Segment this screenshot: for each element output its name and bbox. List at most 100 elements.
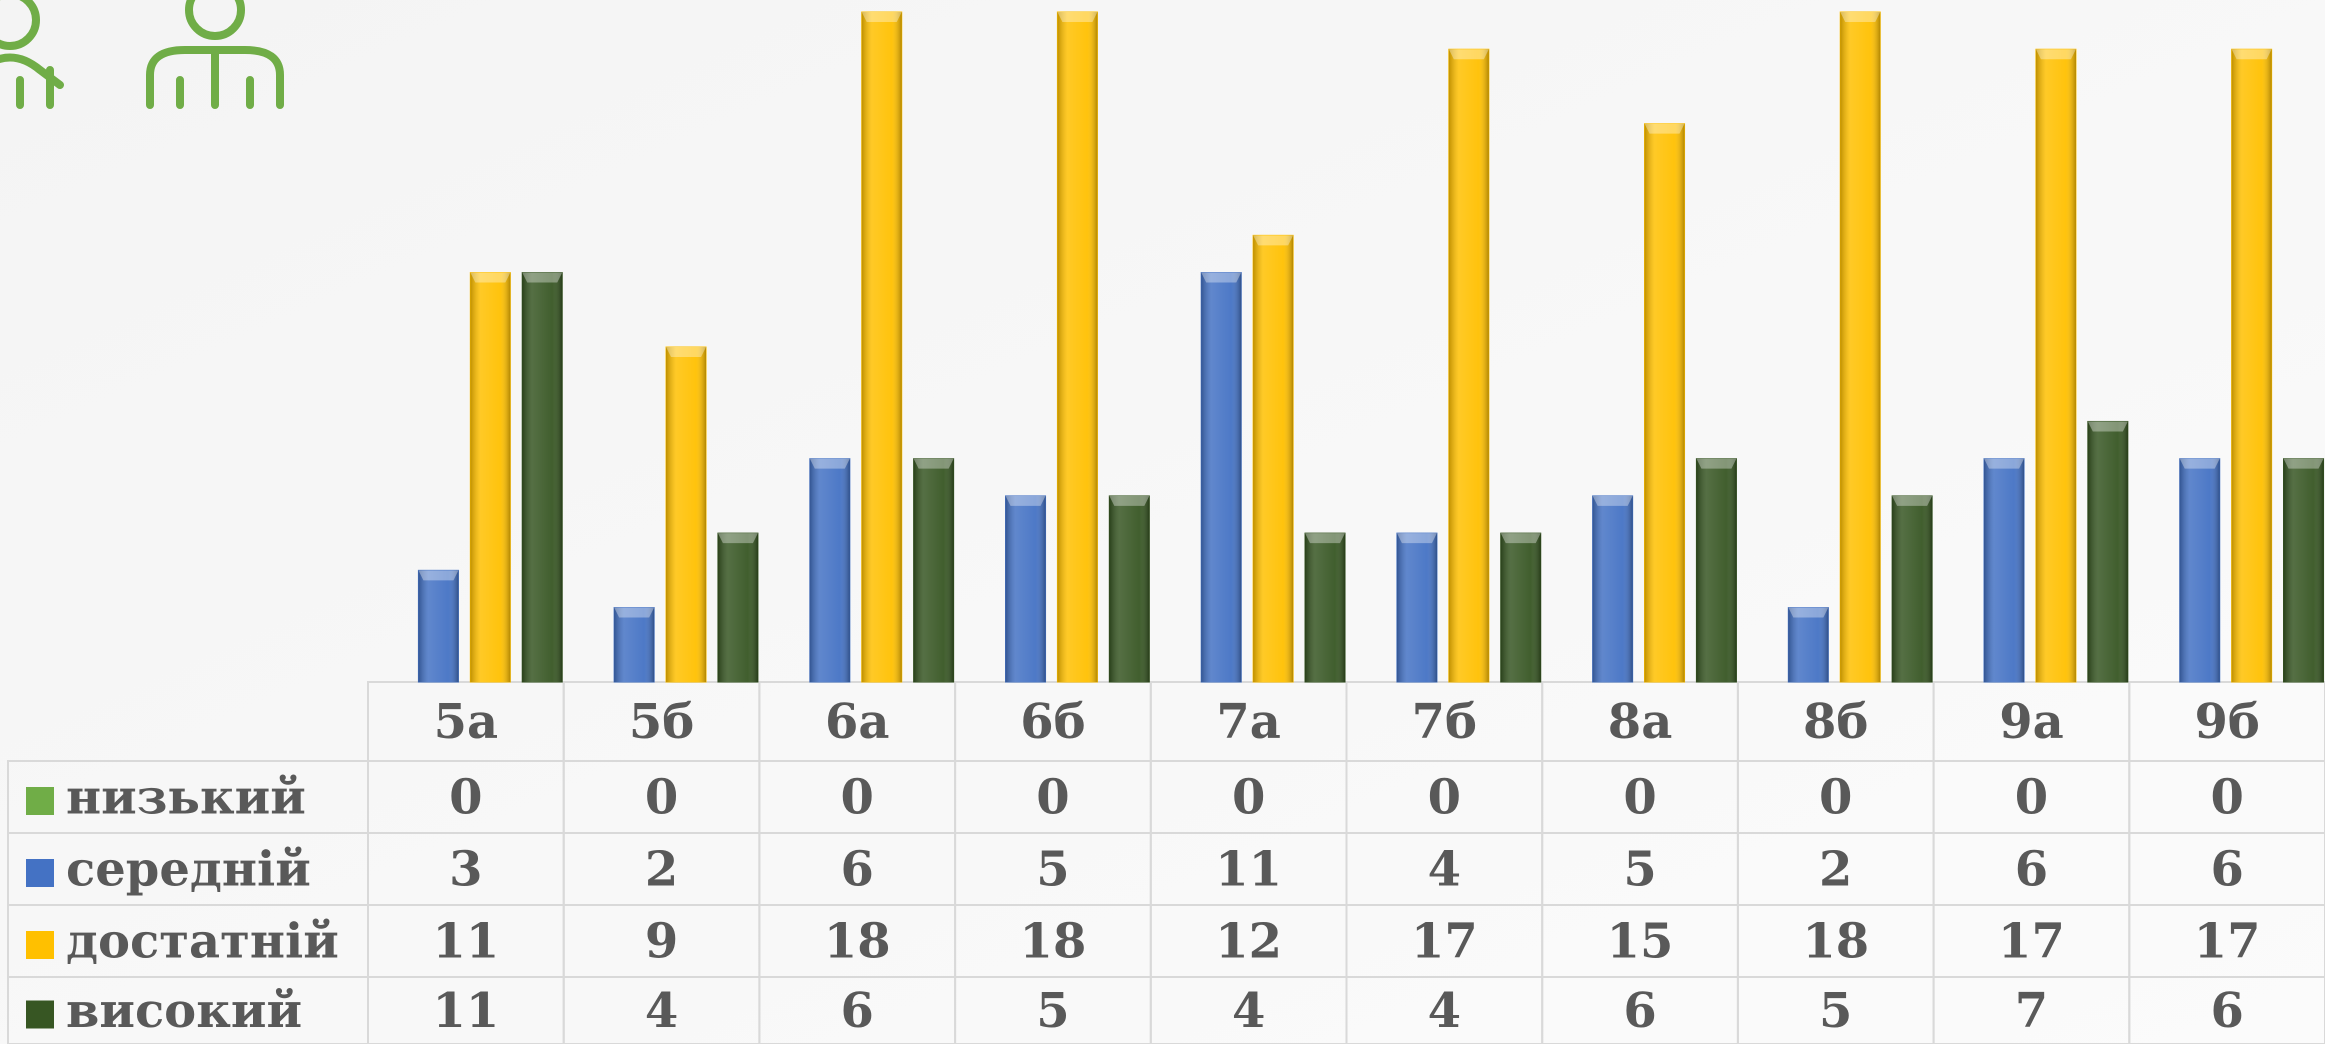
table-value: 11 xyxy=(1215,842,1282,898)
category-label: 5б xyxy=(629,694,694,750)
bar-cap xyxy=(1840,12,1880,22)
bar-cap xyxy=(1057,12,1097,22)
bar-shade xyxy=(2284,459,2324,682)
bar-shade xyxy=(1397,533,1437,682)
bar-shade xyxy=(2180,459,2220,682)
bar-cap xyxy=(614,608,654,618)
category-label: 7б xyxy=(1412,694,1477,750)
table-value: 9 xyxy=(645,914,678,970)
bar-shade xyxy=(470,273,510,682)
table-value: 4 xyxy=(1232,983,1265,1039)
table-value: 15 xyxy=(1607,914,1674,970)
bar-shade xyxy=(1593,496,1633,682)
bar-shade xyxy=(1449,49,1489,682)
bar-shade xyxy=(718,533,758,682)
table-value: 6 xyxy=(841,983,874,1039)
bar-cap xyxy=(522,273,562,283)
table-value: 12 xyxy=(1215,914,1282,970)
bar-cap xyxy=(1892,496,1932,506)
bar-shade xyxy=(614,608,654,682)
table-value: 0 xyxy=(1623,770,1656,826)
table-value: 18 xyxy=(1802,914,1869,970)
bar-shade xyxy=(1788,608,1828,682)
bar-cap xyxy=(2036,49,2076,59)
table-value: 4 xyxy=(1428,983,1461,1039)
bar-shade xyxy=(1109,496,1149,682)
bar-cap xyxy=(1253,235,1293,245)
table-value: 17 xyxy=(1411,914,1478,970)
bar-cap xyxy=(2088,421,2128,431)
table-value: 0 xyxy=(1036,770,1069,826)
bar-shade xyxy=(1645,124,1685,682)
table-value: 3 xyxy=(449,842,482,898)
category-label: 7а xyxy=(1216,694,1281,750)
bar-cap xyxy=(470,273,510,283)
category-label: 9б xyxy=(2194,694,2259,750)
bar-shade xyxy=(1057,12,1097,682)
bar-cap xyxy=(1696,459,1736,469)
table-value: 2 xyxy=(1819,842,1852,898)
bar-cap xyxy=(1201,273,1241,283)
chart: 5а5б6а6б7а7б8а8б9а9бнизький0000000000сер… xyxy=(0,0,2325,1044)
bar-cap xyxy=(1593,496,1633,506)
table-value: 18 xyxy=(1020,914,1087,970)
bar-shade xyxy=(418,570,458,682)
table-value: 6 xyxy=(2210,983,2243,1039)
bar-shade xyxy=(666,347,706,682)
category-label: 8а xyxy=(1608,694,1673,750)
bar-shade xyxy=(1305,533,1345,682)
table-value: 7 xyxy=(2015,983,2048,1039)
bar-cap xyxy=(1788,608,1828,618)
bar-cap xyxy=(1449,49,1489,59)
legend-key xyxy=(26,931,54,959)
table-value: 6 xyxy=(2210,842,2243,898)
bar-shade xyxy=(862,12,902,682)
bar-cap xyxy=(718,533,758,543)
bar-shade xyxy=(1253,235,1293,682)
table-value: 5 xyxy=(1623,842,1656,898)
table-value: 18 xyxy=(824,914,891,970)
legend-label: середній xyxy=(66,842,311,898)
bar-cap xyxy=(666,347,706,357)
bar-cap xyxy=(2232,49,2272,59)
table-value: 17 xyxy=(2194,914,2261,970)
bar-shade xyxy=(1501,533,1541,682)
bar-cap xyxy=(418,570,458,580)
bar-cap xyxy=(1006,496,1046,506)
table-value: 5 xyxy=(1036,842,1069,898)
table-value: 11 xyxy=(432,983,499,1039)
table-value: 0 xyxy=(1232,770,1265,826)
bar-cap xyxy=(914,459,954,469)
bar-cap xyxy=(2180,459,2220,469)
bar-shade xyxy=(1892,496,1932,682)
bar-shade xyxy=(2036,49,2076,682)
legend-key xyxy=(26,1001,54,1029)
bar-shade xyxy=(1984,459,2024,682)
table-value: 4 xyxy=(1428,842,1461,898)
bar-shade xyxy=(1840,12,1880,682)
bar-cap xyxy=(810,459,850,469)
bar-shade xyxy=(1201,273,1241,682)
bar-shade xyxy=(2232,49,2272,682)
table-value: 6 xyxy=(841,842,874,898)
table-value: 17 xyxy=(1998,914,2065,970)
bar-cap xyxy=(1645,124,1685,134)
category-label: 6б xyxy=(1020,694,1085,750)
bar-shade xyxy=(810,459,850,682)
bar-cap xyxy=(2284,459,2324,469)
table-value: 4 xyxy=(645,983,678,1039)
category-label: 8б xyxy=(1803,694,1868,750)
bar-shade xyxy=(1696,459,1736,682)
bar-shade xyxy=(914,459,954,682)
table-value: 6 xyxy=(2015,842,2048,898)
background xyxy=(0,0,2325,1044)
legend-label: високий xyxy=(66,983,302,1039)
table-value: 5 xyxy=(1819,983,1852,1039)
legend-label: достатній xyxy=(66,914,339,970)
table-value: 0 xyxy=(2210,770,2243,826)
table-value: 6 xyxy=(1623,983,1656,1039)
table-value: 0 xyxy=(841,770,874,826)
table-value: 11 xyxy=(432,914,499,970)
table-value: 0 xyxy=(2015,770,2048,826)
bar-cap xyxy=(1305,533,1345,543)
